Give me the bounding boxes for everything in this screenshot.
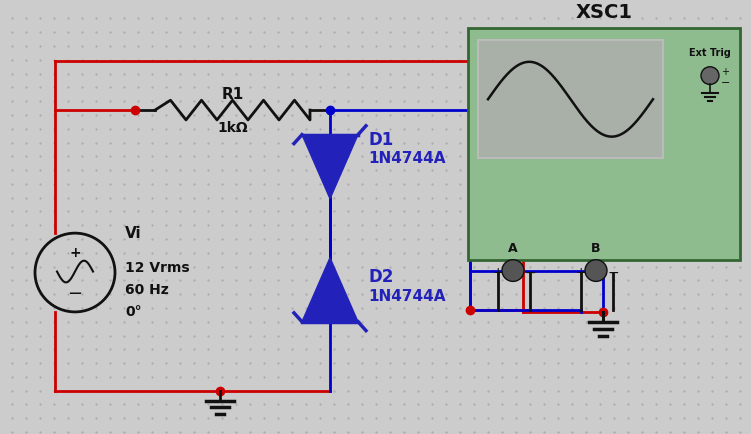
Text: R1: R1 [222, 87, 243, 102]
Text: Ext Trig: Ext Trig [689, 48, 731, 58]
Text: 12 Vrms: 12 Vrms [125, 260, 189, 275]
Circle shape [585, 260, 607, 281]
Text: XSC1: XSC1 [575, 3, 632, 23]
Text: D2: D2 [368, 269, 394, 286]
Text: D1: D1 [368, 131, 394, 148]
Text: +: + [576, 266, 587, 279]
Text: +: + [69, 246, 81, 260]
Text: 0°: 0° [125, 305, 142, 319]
Text: 1kΩ: 1kΩ [217, 121, 248, 135]
Text: −: − [608, 266, 619, 279]
Polygon shape [302, 135, 358, 199]
FancyBboxPatch shape [468, 28, 740, 260]
Circle shape [701, 67, 719, 85]
Text: A: A [508, 242, 517, 255]
Text: +: + [493, 266, 503, 279]
Text: Vi: Vi [125, 226, 142, 240]
Text: −: − [68, 285, 83, 303]
Text: −: − [524, 266, 535, 279]
Circle shape [502, 260, 524, 281]
Text: 1N4744A: 1N4744A [368, 151, 445, 166]
Text: 60 Hz: 60 Hz [125, 283, 169, 297]
Bar [478, 40, 663, 158]
Text: +: + [721, 67, 729, 77]
Polygon shape [302, 258, 358, 322]
Text: B: B [591, 242, 601, 255]
Text: 1N4744A: 1N4744A [368, 289, 445, 304]
Text: −: − [721, 79, 731, 89]
